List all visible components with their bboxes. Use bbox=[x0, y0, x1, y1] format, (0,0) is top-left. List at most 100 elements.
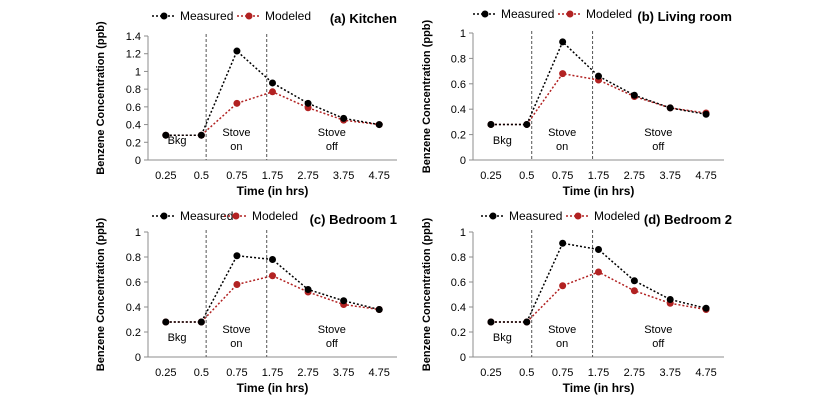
data-point-modeled bbox=[559, 70, 567, 78]
y-tick-label: 0.8 bbox=[126, 252, 141, 264]
y-tick-label: 0.2 bbox=[451, 130, 466, 142]
data-point-measured bbox=[304, 99, 312, 107]
data-point-modeled bbox=[595, 268, 602, 276]
series-line-measured bbox=[490, 242, 707, 323]
x-tick-label: 2.75 bbox=[624, 367, 645, 379]
legend-marker-measured bbox=[160, 212, 168, 220]
x-tick-label: 0.75 bbox=[226, 170, 247, 182]
legend-marker-modeled bbox=[232, 212, 240, 220]
x-tick-label: 2.75 bbox=[297, 170, 318, 182]
y-tick-label: 0.2 bbox=[126, 327, 141, 339]
data-point-modeled bbox=[233, 281, 241, 288]
chart-title: (a) Kitchen bbox=[330, 11, 397, 26]
data-point-measured bbox=[340, 297, 348, 305]
x-tick-label: 1.75 bbox=[262, 170, 283, 182]
x-tick-label: 0.5 bbox=[194, 367, 209, 379]
legend-marker-measured bbox=[489, 212, 497, 220]
y-tick-label: 0.4 bbox=[451, 104, 466, 116]
data-point-measured bbox=[162, 318, 170, 326]
phase-label: off bbox=[326, 338, 339, 350]
y-tick-label: 1 bbox=[460, 28, 466, 40]
phase-label: Stove bbox=[222, 324, 250, 336]
data-point-modeled bbox=[559, 282, 567, 290]
x-tick-label: 3.75 bbox=[333, 367, 354, 379]
y-tick-label: 0.6 bbox=[451, 277, 466, 289]
data-point-measured bbox=[702, 110, 710, 118]
phase-label: off bbox=[326, 141, 339, 153]
phase-label: Bkg bbox=[493, 332, 512, 344]
data-point-modeled bbox=[269, 272, 276, 280]
legend-label-measured: Measured bbox=[509, 209, 562, 223]
chart-panel-1: 0 0.2 0.4 0.6 0.8 1 1.2 1.4 0.25 0.5 0.75 1.75 2.75 3… bbox=[95, 9, 397, 198]
y-tick-label: 1.2 bbox=[126, 49, 141, 61]
data-point-measured bbox=[595, 72, 602, 80]
phase-label: Stove bbox=[318, 127, 346, 139]
y-axis-label: Benzene Concentration (ppb) bbox=[95, 21, 107, 175]
data-point-measured bbox=[666, 296, 674, 303]
y-axis-label: Benzene Concentration (ppb) bbox=[421, 217, 433, 371]
data-point-measured bbox=[487, 120, 495, 128]
x-tick-label: 4.75 bbox=[695, 367, 716, 379]
phase-label: Bkg bbox=[168, 135, 187, 147]
chart-panel-2: 0 0.2 0.4 0.6 0.8 1 0.25 0.5 0.75 1.75 2.75 3.75 4.7… bbox=[421, 7, 732, 198]
data-point-modeled bbox=[630, 287, 638, 295]
y-tick-label: 0.8 bbox=[126, 84, 141, 96]
y-tick-label: 0.2 bbox=[451, 327, 466, 339]
phase-label: off bbox=[652, 338, 665, 350]
y-tick-label: 0.8 bbox=[451, 53, 466, 65]
data-point-measured bbox=[523, 318, 531, 326]
phase-label: Stove bbox=[222, 127, 250, 139]
y-tick-label: 0 bbox=[460, 155, 466, 167]
legend-marker-measured bbox=[160, 12, 168, 20]
y-axis-label: Benzene Concentration (ppb) bbox=[421, 19, 433, 173]
data-point-measured bbox=[304, 286, 312, 293]
phase-label: on bbox=[556, 338, 568, 350]
data-point-modeled bbox=[233, 99, 241, 107]
x-tick-label: 3.75 bbox=[333, 170, 354, 182]
data-point-measured bbox=[162, 131, 170, 139]
y-axis-label: Benzene Concentration (ppb) bbox=[95, 217, 107, 371]
y-tick-label: 0.6 bbox=[126, 277, 141, 289]
x-axis-label: Time (in hrs) bbox=[237, 381, 309, 395]
phase-label: on bbox=[230, 338, 242, 350]
phase-label: on bbox=[556, 141, 568, 153]
chart-title: (b) Living room bbox=[637, 9, 732, 24]
data-point-measured bbox=[666, 104, 674, 112]
x-tick-label: 2.75 bbox=[297, 367, 318, 379]
data-point-measured bbox=[375, 121, 383, 129]
phase-label: Stove bbox=[318, 324, 346, 336]
data-point-measured bbox=[559, 38, 567, 46]
legend-label-measured: Measured bbox=[180, 209, 233, 223]
x-tick-label: 0.75 bbox=[552, 170, 573, 182]
y-tick-label: 1 bbox=[135, 66, 141, 78]
series-line-modeled bbox=[490, 271, 707, 323]
x-tick-label: 0.5 bbox=[519, 367, 534, 379]
phase-label: on bbox=[230, 141, 242, 153]
series-line-measured bbox=[165, 254, 380, 323]
data-point-measured bbox=[523, 120, 531, 128]
x-tick-label: 0.25 bbox=[480, 367, 501, 379]
data-point-modeled bbox=[269, 88, 276, 96]
y-tick-label: 1 bbox=[135, 227, 141, 239]
x-tick-label: 0.5 bbox=[519, 170, 534, 182]
x-tick-label: 3.75 bbox=[660, 367, 681, 379]
x-tick-label: 0.5 bbox=[194, 170, 209, 182]
x-tick-label: 4.75 bbox=[369, 170, 390, 182]
phase-label: Stove bbox=[644, 127, 672, 139]
legend-label-modeled: Modeled bbox=[586, 7, 632, 21]
data-point-measured bbox=[340, 114, 348, 122]
series-line-modeled bbox=[165, 90, 380, 136]
legend-marker-modeled bbox=[245, 12, 253, 20]
x-tick-label: 0.75 bbox=[552, 367, 573, 379]
chart-panel-4: 0 0.2 0.4 0.6 0.8 1 0.25 0.5 0.75 1.75 2.75 3.75 4.7… bbox=[421, 209, 732, 395]
x-tick-label: 0.25 bbox=[480, 170, 501, 182]
data-point-measured bbox=[630, 91, 638, 99]
data-point-measured bbox=[595, 246, 602, 253]
data-point-measured bbox=[375, 306, 383, 313]
x-tick-label: 1.75 bbox=[588, 170, 609, 182]
y-tick-label: 0 bbox=[460, 352, 466, 364]
x-tick-label: 2.75 bbox=[624, 170, 645, 182]
data-point-measured bbox=[702, 304, 710, 312]
chart-title: (d) Bedroom 2 bbox=[644, 212, 732, 227]
